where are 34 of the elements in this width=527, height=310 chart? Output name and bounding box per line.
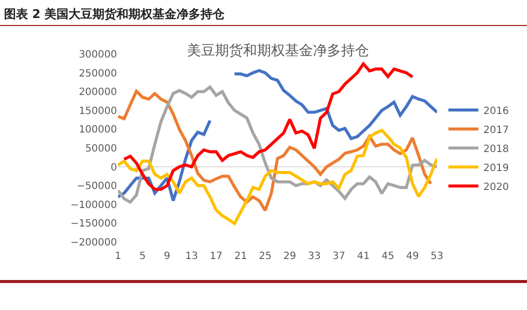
- y-tick-label: 150000: [78, 106, 117, 117]
- x-tick-label: 1: [114, 251, 122, 262]
- legend-label: 2016: [483, 106, 509, 117]
- line-series: [122, 62, 414, 191]
- x-tick-label: 21: [234, 251, 248, 262]
- x-tick-label: 5: [139, 251, 146, 262]
- x-tick-label: 45: [382, 251, 394, 262]
- legend-label: 2019: [483, 162, 509, 174]
- y-tick-label: 0: [110, 162, 117, 174]
- x-tick-label: 9: [164, 251, 170, 262]
- y-tick-label: −150000: [70, 218, 117, 230]
- x-tick-label: 13: [185, 251, 198, 262]
- x-tick-label: 41: [357, 251, 370, 262]
- y-tick-label: 100000: [78, 124, 117, 136]
- x-tick-label: 33: [308, 251, 321, 262]
- legend-label: 2017: [483, 124, 509, 136]
- x-tick-label: 17: [210, 251, 223, 262]
- legend-label: 2018: [483, 144, 509, 155]
- y-tick-label: 200000: [78, 87, 117, 98]
- x-tick-label: 25: [258, 251, 272, 262]
- chart-title: 图表 2 美国大豆期货和期权基金净多持仓: [4, 6, 225, 23]
- y-tick-label: −200000: [70, 238, 117, 248]
- x-tick-label: 49: [406, 251, 419, 262]
- legend-label: 2020: [483, 182, 509, 193]
- y-tick-label: 50000: [85, 144, 117, 154]
- chart-subtitle: 美豆期货和期权基金净多持仓: [187, 43, 369, 59]
- x-tick-label: 37: [332, 251, 346, 262]
- y-tick-label: 250000: [78, 68, 117, 80]
- y-tick-label: −50000: [76, 181, 117, 192]
- line-series: [118, 128, 437, 226]
- y-tick-label: 300000: [78, 50, 117, 60]
- x-tick-label: 53: [430, 251, 444, 262]
- x-tick-label: 29: [283, 251, 296, 262]
- y-tick-label: −100000: [70, 200, 117, 211]
